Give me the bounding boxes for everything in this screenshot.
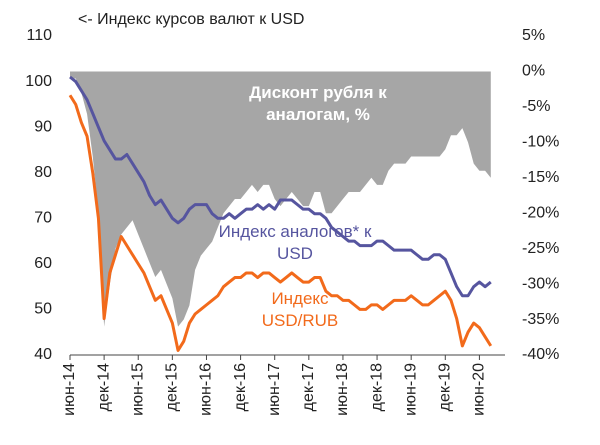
y-tick-label: 50	[34, 301, 52, 318]
y2-tick-label: -20%	[522, 204, 559, 221]
series-label: Индекс USD/RUB	[261, 289, 339, 330]
x-tick-label: дек-19	[437, 363, 454, 411]
x-tick-label: июн-20	[471, 363, 488, 416]
x-tick-label: дек-16	[232, 363, 249, 411]
line	[69, 75, 492, 298]
x-tick-label: дек-17	[300, 363, 317, 411]
y2-tick-label: 5%	[522, 27, 545, 44]
y2-tick-label: -30%	[522, 275, 559, 292]
x-tick-label: июн-19	[402, 363, 419, 416]
series-label: Индекс аналогов* к USD	[218, 222, 372, 263]
y2-tick-label: -40%	[522, 346, 559, 363]
x-tick-label: июн-16	[198, 363, 215, 416]
x-tick-label: дек-14	[95, 363, 112, 411]
y-tick-label: 70	[34, 210, 52, 227]
chart-title: <- Индекс курсов валют к USD	[78, 11, 304, 28]
y-tick-label: 80	[34, 164, 52, 181]
y2-tick-label: -5%	[522, 98, 550, 115]
x-tick-label: июн-14	[61, 363, 78, 416]
y-tick-label: 110	[26, 27, 52, 44]
x-tick-label: июн-17	[266, 363, 283, 416]
y-tick-label: 60	[34, 255, 52, 272]
y2-tick-label: -25%	[522, 240, 559, 257]
y2-tick-label: -35%	[522, 311, 559, 328]
x-tick-label: июн-18	[334, 363, 351, 416]
x-tick-label: дек-15	[164, 363, 181, 411]
y2-tick-label: 0%	[522, 63, 545, 80]
x-tick-label: июн-15	[129, 363, 146, 416]
y-tick-label: 40	[34, 346, 52, 363]
y-tick-label: 100	[25, 73, 52, 90]
x-tick-label: дек-18	[368, 363, 385, 411]
y-tick-label: 90	[34, 118, 52, 135]
y2-tick-label: -15%	[522, 169, 559, 186]
line	[68, 94, 493, 352]
y2-tick-label: -10%	[522, 134, 559, 151]
series-label: Дисконт рубля к аналогам, %	[249, 83, 387, 124]
